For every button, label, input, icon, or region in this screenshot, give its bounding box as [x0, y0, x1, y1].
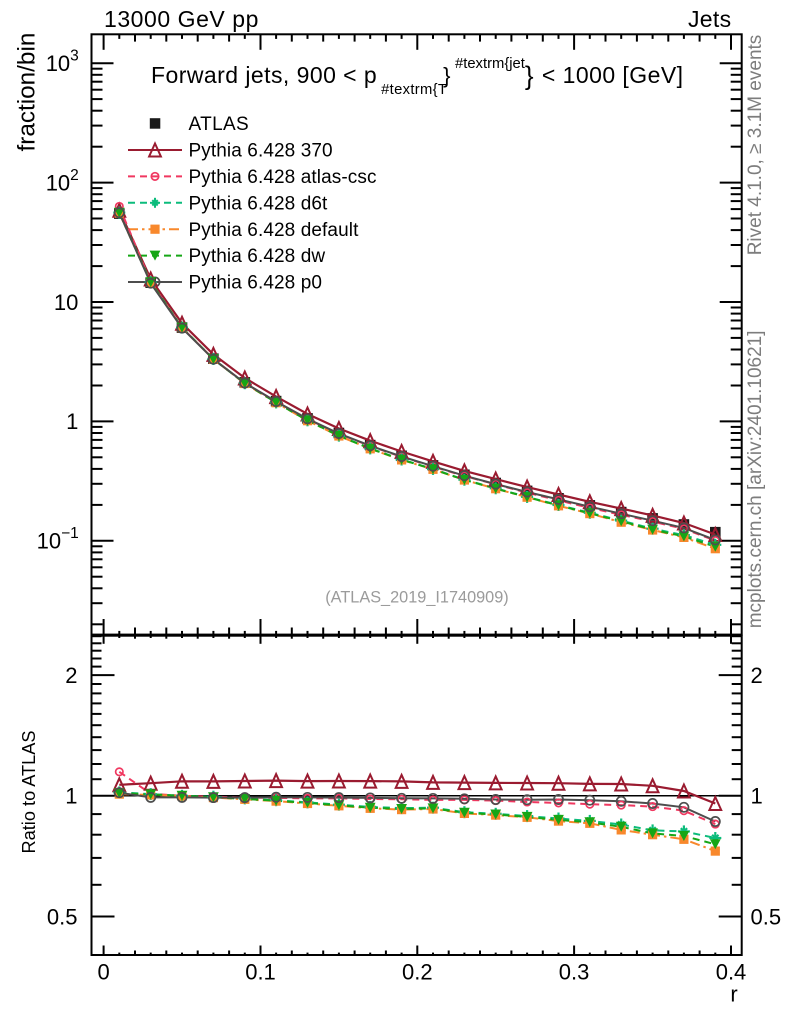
svg-text:13000 GeV pp: 13000 GeV pp [104, 6, 259, 32]
svg-text:(ATLAS_2019_I1740909): (ATLAS_2019_I1740909) [325, 589, 508, 607]
svg-text:1: 1 [751, 784, 763, 809]
svg-text:fraction/bin: fraction/bin [14, 33, 41, 152]
svg-text:r: r [730, 982, 737, 1007]
svg-text:0.3: 0.3 [559, 960, 590, 985]
svg-text:0.2: 0.2 [402, 960, 433, 985]
svg-text:0.5: 0.5 [751, 904, 782, 929]
svg-text:Ratio to ATLAS: Ratio to ATLAS [19, 731, 39, 854]
svg-text:1: 1 [66, 409, 78, 434]
svg-text:Rivet 4.1.0, ≥ 3.1M events: Rivet 4.1.0, ≥ 3.1M events [745, 35, 766, 256]
svg-text:Pythia 6.428 dw: Pythia 6.428 dw [189, 246, 326, 267]
svg-text:Jets: Jets [688, 6, 731, 32]
svg-text:0.1: 0.1 [245, 960, 276, 985]
svg-text:103: 103 [46, 48, 79, 77]
svg-text:10−1: 10−1 [37, 525, 79, 554]
svg-text:2: 2 [751, 663, 763, 688]
svg-text:2: 2 [65, 663, 77, 688]
svg-text:0.4: 0.4 [716, 960, 747, 985]
svg-text:Pythia 6.428 atlas-csc: Pythia 6.428 atlas-csc [189, 167, 377, 188]
svg-text:ATLAS: ATLAS [189, 114, 250, 135]
svg-text:1: 1 [65, 784, 77, 809]
svg-text:Pythia 6.428 d6t: Pythia 6.428 d6t [189, 193, 329, 214]
svg-text:0: 0 [97, 960, 109, 985]
svg-text:102: 102 [46, 167, 79, 196]
svg-text:Pythia 6.428 370: Pythia 6.428 370 [189, 141, 333, 162]
svg-text:10: 10 [54, 290, 78, 315]
svg-text:Pythia 6.428 default: Pythia 6.428 default [189, 220, 360, 241]
svg-text:0.5: 0.5 [47, 904, 78, 929]
svg-text:mcplots.cern.ch [arXiv:2401.10: mcplots.cern.ch [arXiv:2401.10621] [745, 330, 766, 628]
svg-text:Pythia 6.428 p0: Pythia 6.428 p0 [189, 273, 323, 294]
